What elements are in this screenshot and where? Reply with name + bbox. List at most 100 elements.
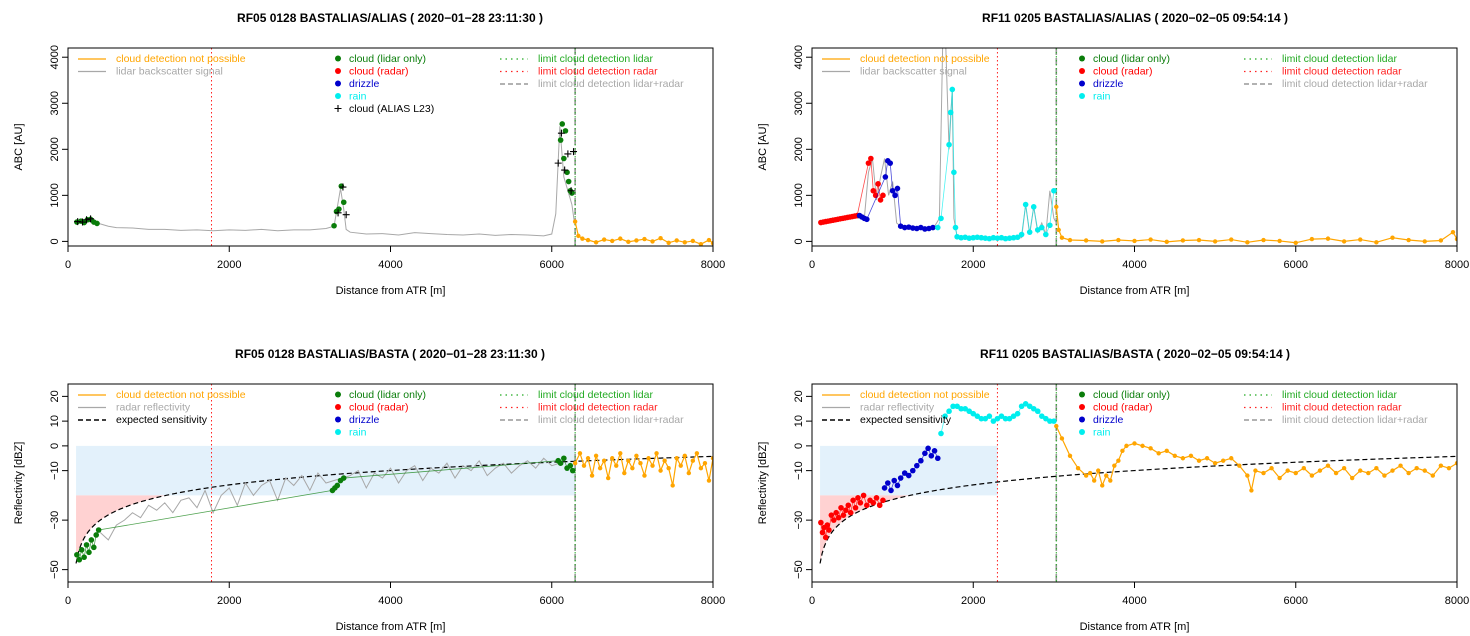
- not-possible-point: [675, 456, 679, 460]
- legend-point-swatch: [335, 429, 341, 435]
- not-possible-point: [594, 240, 598, 244]
- not-possible-point: [1165, 240, 1169, 244]
- not-possible-point: [590, 473, 594, 477]
- not-possible-point: [683, 454, 687, 458]
- legend-point-swatch: [1079, 56, 1085, 62]
- not-possible-point: [1334, 471, 1338, 475]
- legend-label: rain: [1093, 91, 1111, 103]
- not-possible-point: [1326, 463, 1330, 467]
- x-tick-label: 8000: [701, 259, 725, 271]
- not-possible-point: [650, 239, 654, 243]
- not-possible-point: [582, 463, 586, 467]
- cloud-lidar-point: [341, 475, 347, 481]
- drizzle-point: [892, 193, 898, 199]
- y-tick-label: 0: [49, 443, 61, 449]
- x-tick-label: 0: [809, 259, 815, 271]
- legend-point-swatch: [335, 68, 341, 74]
- not-possible-point: [1423, 468, 1427, 472]
- cloud-radar-point: [864, 502, 870, 508]
- not-possible-point: [1294, 471, 1298, 475]
- y-tick-label: 0: [49, 238, 61, 244]
- cloud-radar-point: [870, 500, 876, 506]
- not-possible-point: [586, 238, 590, 242]
- not-possible-point: [1342, 466, 1346, 470]
- cloud-lidar-point: [336, 206, 342, 212]
- not-possible-point: [1068, 238, 1072, 242]
- legend-point-swatch: [335, 56, 341, 62]
- chart-panel-3: 0 2000 4000 6000 800020100−10−30−50RF05 0128…: [13, 347, 725, 633]
- not-possible-point: [1326, 236, 1330, 240]
- cloud-radar-point: [838, 505, 844, 511]
- x-tick-label: 8000: [701, 595, 725, 607]
- not-possible-point: [646, 456, 650, 460]
- cloud-radar-point: [853, 505, 859, 511]
- legend-label: radar reflectivity: [116, 402, 191, 414]
- not-possible-point: [573, 219, 577, 223]
- not-possible-point: [626, 459, 630, 463]
- not-possible-point: [1100, 483, 1104, 487]
- cloud-lidar-point: [93, 532, 99, 538]
- not-possible-point: [1439, 463, 1443, 467]
- not-possible-point: [1132, 239, 1136, 243]
- chart-title: RF05 0128 BASTALIAS/BASTA ( 2020−01−28 2…: [235, 347, 545, 361]
- legend: cloud detection not possiblelidar backsc…: [822, 53, 1428, 103]
- legend-label: cloud detection not possible: [860, 389, 990, 401]
- not-possible-point: [1116, 238, 1120, 242]
- not-possible-point: [602, 237, 606, 241]
- not-possible-point: [1054, 205, 1058, 209]
- series-line: [938, 89, 1054, 238]
- not-possible-point: [1108, 478, 1112, 482]
- cloud-lidar-point: [558, 137, 564, 143]
- legend-label: limit cloud detection radar: [1282, 402, 1402, 414]
- not-possible-point: [703, 461, 707, 465]
- legend-label: drizzle: [349, 78, 380, 90]
- not-possible-point: [1253, 468, 1257, 472]
- not-possible-point: [1350, 476, 1354, 480]
- not-possible-point: [654, 451, 658, 455]
- not-possible-point: [1229, 237, 1233, 241]
- not-possible-point: [1088, 471, 1092, 475]
- drizzle-point: [932, 448, 938, 454]
- not-possible-point: [1060, 236, 1064, 240]
- not-possible-point: [1398, 463, 1402, 467]
- cloud-radar-point: [820, 530, 826, 536]
- drizzle-point: [882, 485, 888, 491]
- legend: cloud detection not possibleradar reflec…: [822, 389, 1428, 439]
- not-possible-point: [1358, 468, 1362, 472]
- y-tick-label: 3000: [49, 91, 61, 115]
- legend-label: cloud (radar): [1093, 402, 1153, 414]
- legend-label: limit cloud detection lidar+radar: [538, 78, 684, 90]
- not-possible-point: [1285, 468, 1289, 472]
- not-possible-point: [1054, 424, 1058, 428]
- legend-point-swatch: [335, 81, 341, 87]
- y-axis-label: ABC [AU]: [757, 123, 769, 170]
- x-axis-label: Distance from ATR [m]: [1080, 621, 1190, 633]
- cloud-lidar-point: [570, 468, 576, 474]
- legend-label: limit cloud detection radar: [538, 66, 658, 78]
- drizzle-point: [918, 458, 924, 464]
- not-possible-point: [1132, 441, 1136, 445]
- not-possible-point: [707, 238, 711, 242]
- cloud-radar-point: [874, 495, 880, 501]
- not-possible-point: [578, 451, 582, 455]
- rain-point: [946, 142, 952, 148]
- not-possible-point: [1358, 237, 1362, 241]
- legend-label: cloud (radar): [1093, 66, 1153, 78]
- not-possible-point: [1148, 446, 1152, 450]
- x-tick-label: 4000: [1122, 595, 1146, 607]
- cloud-radar-point: [880, 498, 886, 504]
- cloud-lidar-point: [559, 121, 565, 127]
- not-possible-point: [1451, 230, 1455, 234]
- legend-label: limit cloud detection lidar: [1282, 389, 1397, 401]
- cloud-lidar-point: [89, 537, 95, 543]
- rain-point: [948, 110, 954, 116]
- legend-point-swatch: [1079, 417, 1085, 423]
- not-possible-point: [1302, 466, 1306, 470]
- cloud-lidar-point: [91, 545, 97, 551]
- y-tick-label: 10: [49, 415, 61, 427]
- legend-plus-swatch: [335, 105, 342, 112]
- not-possible-point: [1382, 473, 1386, 477]
- not-possible-point: [1057, 228, 1061, 232]
- cloud-lidar-point: [331, 223, 337, 229]
- y-axis-label: ABC [AU]: [13, 123, 25, 170]
